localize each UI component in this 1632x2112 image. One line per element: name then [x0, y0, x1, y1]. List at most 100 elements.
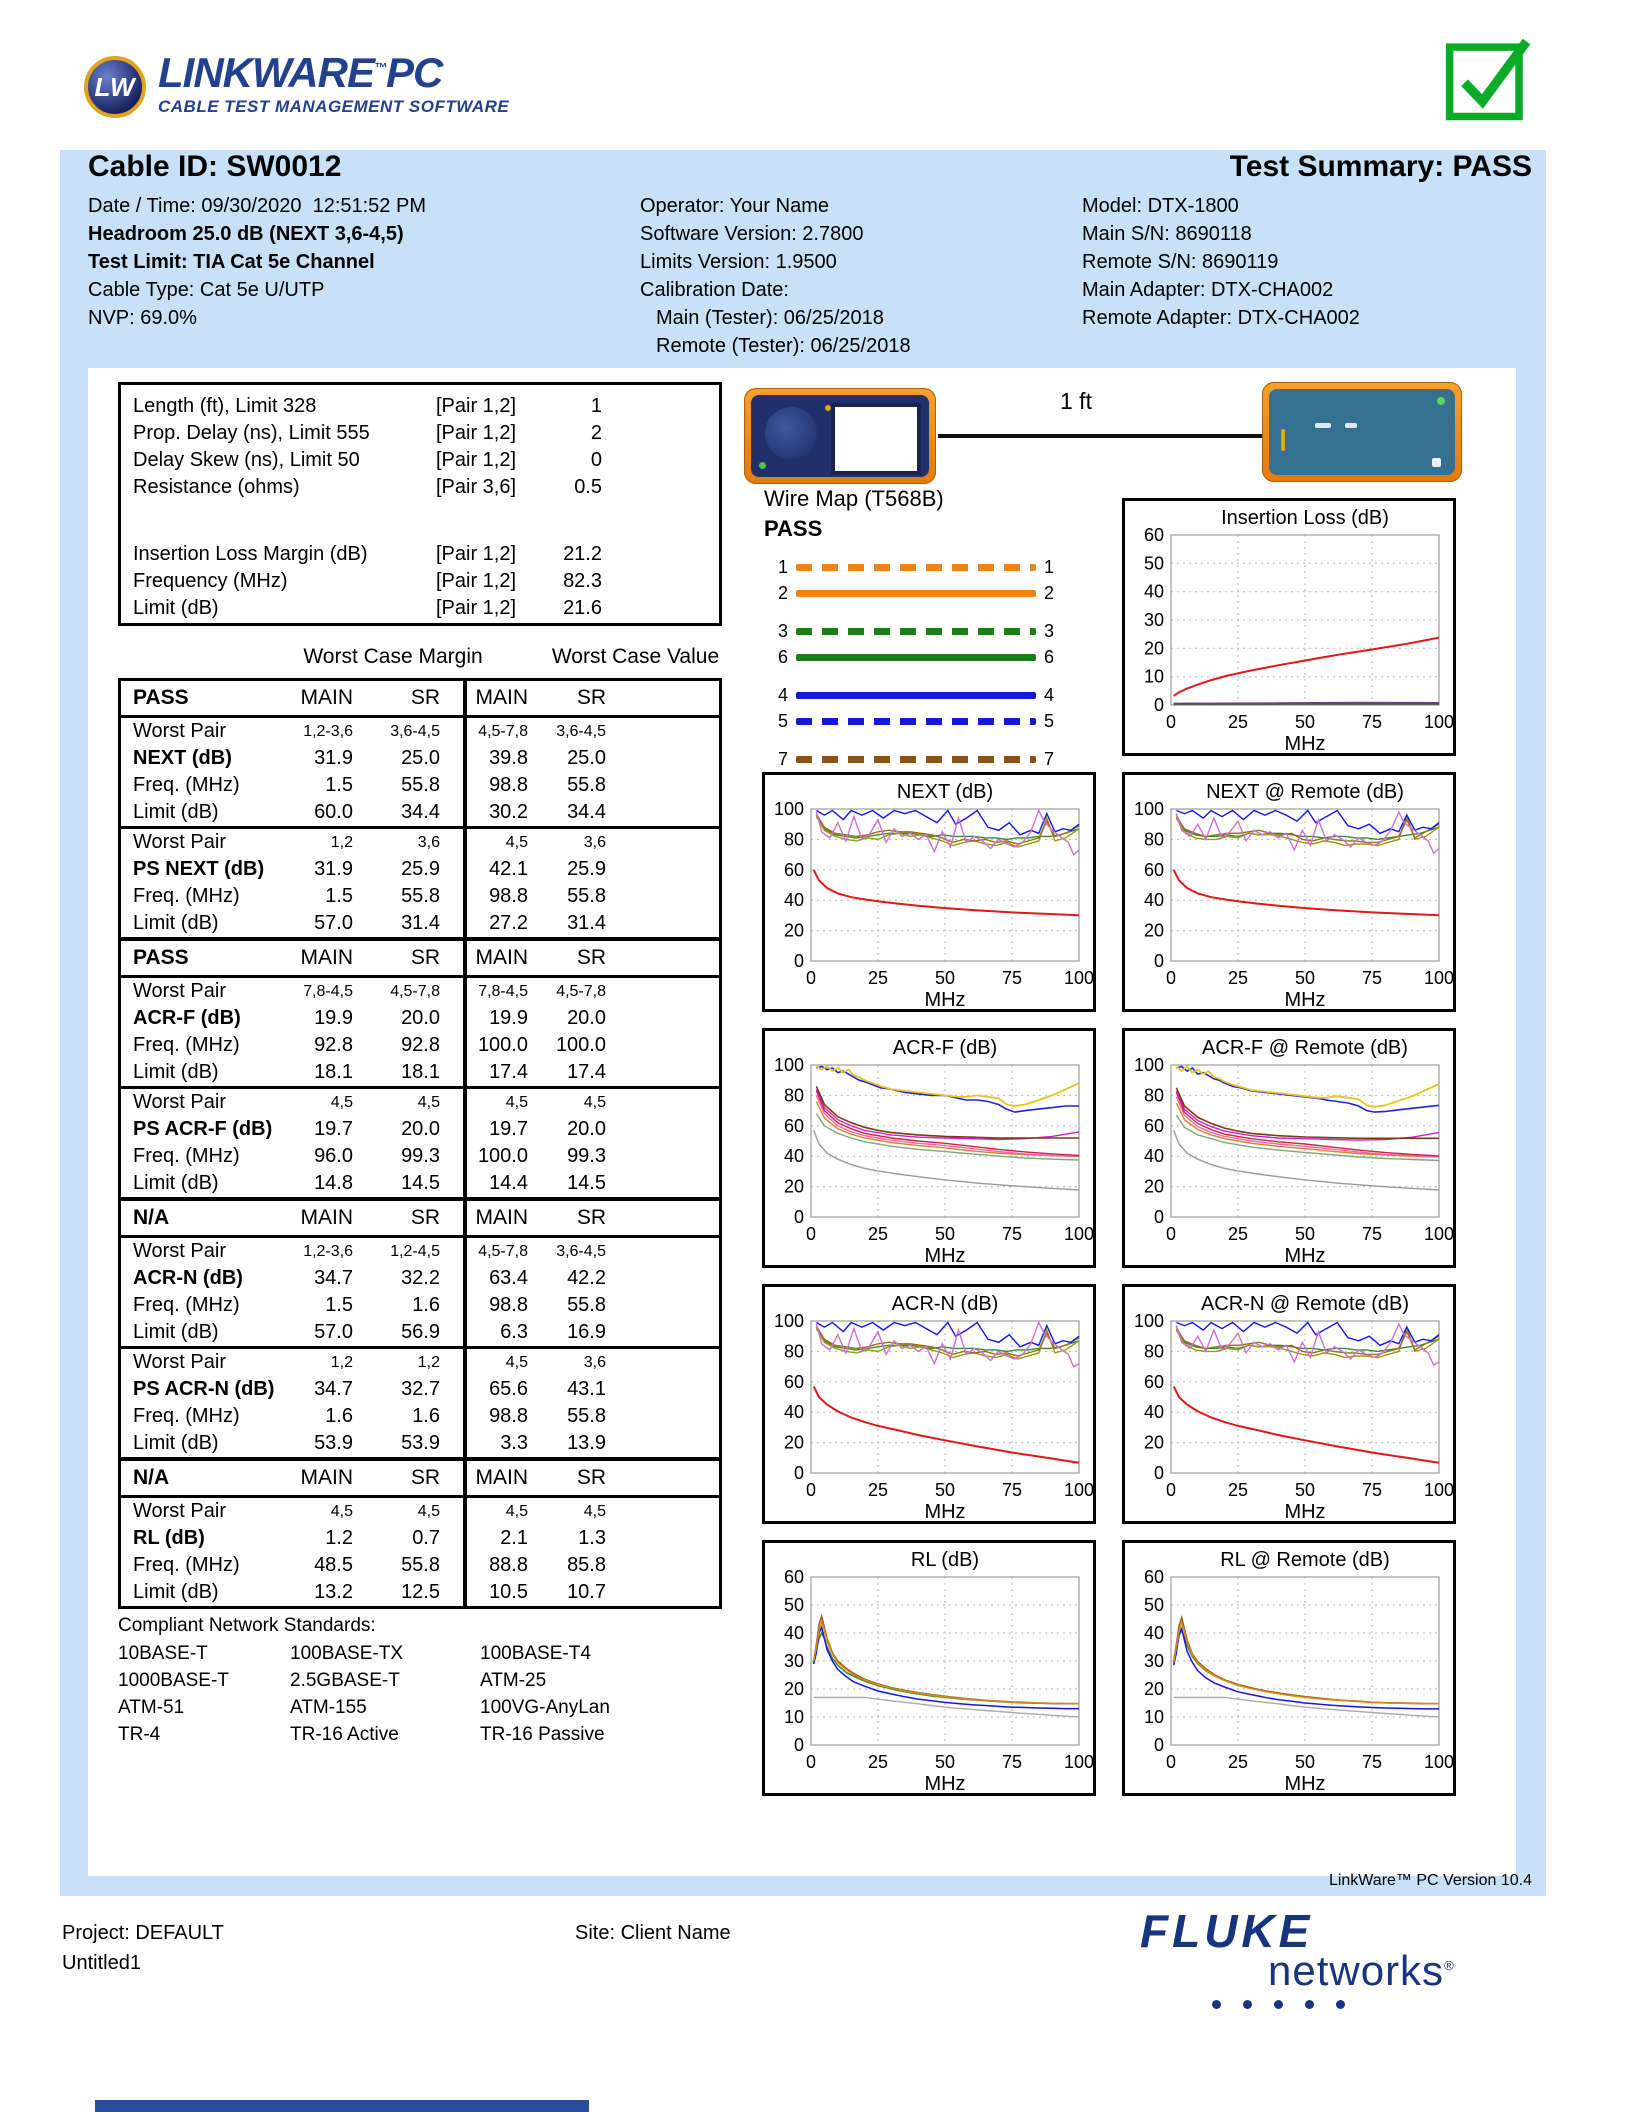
worst-pair-row-value: 4,5	[583, 1502, 606, 1520]
freq-row-label: Freq. (MHz)	[133, 1034, 240, 1056]
freq-row: Freq. (MHz) 92.8 92.8 100.0 100.0	[121, 1032, 719, 1059]
limit-row-value: 34.4	[567, 801, 606, 823]
limit-row-value: 18.1	[401, 1061, 440, 1083]
logo-badge-letters: LW	[94, 71, 136, 102]
metric-row-value: 1.2	[325, 1527, 353, 1549]
limit-row-value: 6.3	[463, 1319, 528, 1346]
metric-row-value: 19.7	[463, 1116, 528, 1143]
svg-text:100: 100	[1064, 1480, 1093, 1500]
svg-text:80: 80	[1144, 1085, 1164, 1105]
svg-text:100: 100	[1064, 968, 1093, 988]
summary-row: Limit (dB) [Pair 1,2] 21.6	[121, 595, 719, 622]
worst-pair-row-value: 3,6-4,5	[556, 1242, 606, 1260]
project-label: Project: DEFAULT	[62, 1922, 224, 1944]
svg-text:75: 75	[1002, 1480, 1022, 1500]
wire-pin-left: 6	[777, 646, 788, 667]
worst-pair-row-value: 4,5	[583, 1093, 606, 1111]
summary-pair: [Pair 1,2]	[436, 543, 517, 565]
limit-row-label: Limit (dB)	[133, 1172, 219, 1194]
svg-text:MHz: MHz	[924, 1773, 965, 1793]
wire-pin-right: 6	[1044, 646, 1055, 667]
link-cable-line	[938, 434, 1262, 438]
result-status: N/A	[133, 1466, 170, 1489]
limit-row-value: 12.5	[401, 1581, 440, 1603]
svg-text:100: 100	[1424, 1224, 1453, 1244]
svg-text:75: 75	[1002, 968, 1022, 988]
svg-text:75: 75	[1362, 968, 1382, 988]
result-col-header: SR	[576, 1206, 606, 1229]
limit-row-value: 14.8	[314, 1172, 353, 1194]
svg-text:MHz: MHz	[1284, 1245, 1325, 1265]
header-info-line: Remote Adapter: DTX-CHA002	[1082, 307, 1360, 329]
worst-pair-row-value: 4,5	[330, 1093, 353, 1111]
svg-text:40: 40	[1144, 890, 1164, 910]
freq-row-value: 92.8	[314, 1034, 353, 1056]
header-info-line: Date / Time: 09/30/2020 12:51:52 PM	[88, 195, 426, 217]
worst-pair-row-value: 4,5-7,8	[390, 982, 440, 1000]
summary-pair: [Pair 1,2]	[436, 449, 517, 471]
result-col-header: MAIN	[300, 686, 354, 709]
metric-row-value: 31.9	[314, 747, 353, 769]
freq-row-value: 1.5	[325, 885, 353, 907]
next-remote-chart: NEXT @ Remote (dB) 0 20 40 60 80 100 0 25 50 75 100…	[1122, 772, 1456, 1012]
standards-heading: Compliant Network Standards:	[118, 1615, 376, 1636]
result-col-header: SR	[576, 946, 606, 969]
summary-label: Length (ft), Limit 328	[133, 395, 317, 417]
worst-pair-row: Worst Pair 1,2 1,2 4,5 3,6	[121, 1346, 719, 1376]
wire-pin-left: 3	[777, 620, 788, 641]
svg-text:100: 100	[1424, 968, 1453, 988]
metric-row-label: ACR-N (dB)	[133, 1267, 243, 1289]
metric-row: RL (dB) 1.2 0.7 2.1 1.3	[121, 1525, 719, 1552]
freq-row-value: 55.8	[401, 1554, 440, 1576]
metric-row: ACR-F (dB) 19.9 20.0 19.9 20.0	[121, 1005, 719, 1032]
svg-text:20: 20	[1144, 1177, 1164, 1197]
linkware-logo-badge-icon: LW	[84, 56, 146, 118]
freq-row-value: 100.0	[463, 1143, 528, 1170]
wire-pin-left: 7	[777, 748, 788, 769]
freq-row-value: 55.8	[567, 774, 606, 796]
metric-row-value: 39.8	[463, 745, 528, 772]
metric-row-value: 63.4	[463, 1265, 528, 1292]
acrf-chart: ACR-F (dB) 0 20 40 60 80 100 0 25 50 75 100 MHz	[762, 1028, 1096, 1268]
standards-item: TR-16 Passive	[480, 1724, 605, 1745]
linkware-logo: LINKWARE™PC CABLE TEST MANAGEMENT SOFTWA…	[158, 52, 510, 116]
remote-tester-mark	[1315, 423, 1331, 428]
metric-row-value: 43.1	[567, 1378, 606, 1400]
wiremap-title: Wire Map (T568B)	[764, 486, 944, 511]
wire-line	[796, 627, 1036, 635]
metric-row-value: 19.7	[314, 1118, 353, 1140]
worst-pair-row-value: 1,2-4,5	[390, 1242, 440, 1260]
svg-text:10: 10	[1144, 667, 1164, 687]
limit-row-label: Limit (dB)	[133, 912, 219, 934]
limit-row-value: 27.2	[463, 910, 528, 937]
logo-tagline: CABLE TEST MANAGEMENT SOFTWARE	[158, 97, 510, 116]
cable-length-label: 1 ft	[1060, 388, 1092, 414]
metric-row-label: PS ACR-N (dB)	[133, 1378, 275, 1400]
limit-row-label: Limit (dB)	[133, 1321, 219, 1343]
svg-text:50: 50	[935, 1480, 955, 1500]
worst-pair-row-value: 4,5-7,8	[556, 982, 606, 1000]
worst-pair-row-label: Worst Pair	[133, 720, 226, 742]
result-col-header: SR	[410, 1466, 440, 1489]
header-info-line: Remote S/N: 8690119	[1082, 251, 1279, 273]
svg-text:100: 100	[1134, 1311, 1164, 1331]
svg-text:100: 100	[774, 799, 804, 819]
wire-pin-right: 4	[1044, 684, 1055, 705]
freq-row-value: 55.8	[567, 1294, 606, 1316]
metric-row-value: 34.7	[314, 1378, 353, 1400]
freq-row-value: 100.0	[463, 1032, 528, 1059]
header-info-line: Operator: Your Name	[640, 195, 829, 217]
limit-row-value: 14.5	[567, 1172, 606, 1194]
main-tester-face	[751, 395, 929, 477]
result-status: N/A	[133, 1206, 170, 1229]
freq-row: Freq. (MHz) 1.5 55.8 98.8 55.8	[121, 883, 719, 910]
result-col-header: SR	[576, 686, 606, 709]
svg-text:RL (dB): RL (dB)	[911, 1549, 979, 1571]
summary-label: Limit (dB)	[133, 597, 219, 619]
freq-row-value: 98.8	[463, 883, 528, 910]
limit-row-label: Limit (dB)	[133, 1581, 219, 1603]
wire-line	[796, 691, 1036, 699]
svg-text:100: 100	[1064, 1752, 1093, 1772]
svg-text:0: 0	[1166, 1480, 1176, 1500]
svg-text:40: 40	[1144, 1146, 1164, 1166]
